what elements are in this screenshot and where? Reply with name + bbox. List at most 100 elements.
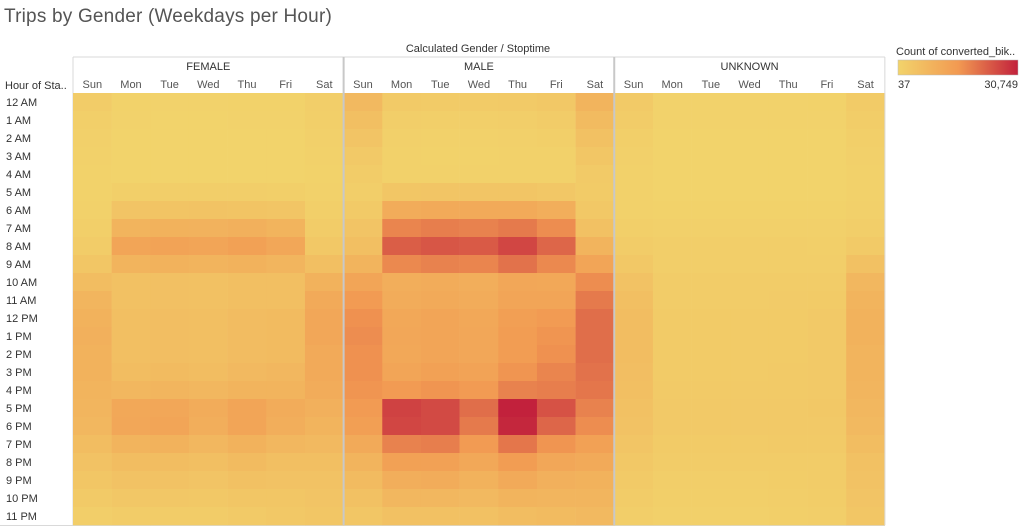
heatmap-cell (730, 309, 770, 328)
heatmap-cell (691, 201, 731, 220)
day-label: Mon (662, 79, 683, 91)
heatmap-cell (188, 345, 228, 364)
heatmap-cell (807, 237, 847, 256)
heatmap-cell (266, 435, 306, 454)
heatmap-cell (382, 399, 422, 418)
heatmap-cell (420, 273, 460, 292)
heatmap-cell (691, 453, 731, 472)
heatmap-cell (266, 471, 306, 490)
heatmap-cell (730, 255, 770, 274)
legend-title: Count of converted_bik.. (896, 46, 1015, 58)
heatmap-cell (652, 219, 692, 238)
heatmap-cell (768, 309, 808, 328)
heatmap-cell (768, 165, 808, 184)
heatmap-cell (343, 489, 383, 508)
heatmap-cell (575, 507, 615, 526)
day-label: Wed (197, 79, 219, 91)
heatmap-cell (304, 237, 344, 256)
heatmap-cell (420, 453, 460, 472)
heatmap-cell (73, 363, 112, 382)
heatmap-cell (73, 201, 112, 220)
hour-label: 4 AM (6, 169, 31, 181)
heatmap-cell (266, 129, 306, 148)
heatmap-cell (498, 471, 538, 490)
heatmap-cell (188, 201, 228, 220)
heatmap-cell (498, 381, 538, 400)
heatmap-cell (575, 399, 615, 418)
day-label: Sat (587, 79, 604, 91)
heatmap-cell (536, 309, 576, 328)
heatmap-cell (730, 471, 770, 490)
legend-min-label: 37 (898, 79, 910, 91)
heatmap-cell (266, 381, 306, 400)
heatmap-cell (575, 183, 615, 202)
heatmap-cell (730, 201, 770, 220)
hour-label: 6 AM (6, 205, 31, 217)
heatmap-cell (343, 471, 383, 490)
heatmap-cell (691, 129, 731, 148)
heatmap-cell (498, 291, 538, 310)
heatmap-cell (536, 507, 576, 526)
heatmap-cell (807, 417, 847, 436)
heatmap-cell (498, 165, 538, 184)
heatmap-cell (304, 219, 344, 238)
heatmap-cell (730, 453, 770, 472)
heatmap-cell (382, 201, 422, 220)
heatmap-cell (459, 255, 499, 274)
heatmap-cell (536, 237, 576, 256)
day-label: Wed (468, 79, 490, 91)
heatmap-cell (730, 291, 770, 310)
heatmap-cell (768, 93, 808, 112)
heatmap-cell (150, 435, 190, 454)
heatmap-cell (343, 417, 383, 436)
heatmap-cell (575, 201, 615, 220)
heatmap-cell (304, 381, 344, 400)
heatmap-cell (691, 471, 731, 490)
heatmap-cell (768, 489, 808, 508)
heatmap-cell (652, 381, 692, 400)
heatmap-cell (227, 345, 267, 364)
day-labels: Sun Mon Tue Wed Thu Fri Sat Sun Mon Tue Wed Thu Fri S… (83, 79, 874, 91)
heatmap-cell (420, 327, 460, 346)
heatmap-cell (575, 165, 615, 184)
heatmap-cell (150, 381, 190, 400)
legend-color-ramp (897, 59, 1019, 76)
heatmap-cell (420, 93, 460, 112)
heatmap-cell (304, 255, 344, 274)
heatmap-cell (227, 111, 267, 130)
heatmap-cell (536, 93, 576, 112)
heatmap-cell (807, 363, 847, 382)
heatmap-cell (73, 471, 112, 490)
heatmap-cell (343, 183, 383, 202)
heatmap-cell (266, 93, 306, 112)
heatmap-cell (498, 435, 538, 454)
heatmap-cell (111, 327, 151, 346)
heatmap-cell (73, 417, 112, 436)
heatmap-cell (575, 363, 615, 382)
heatmap-cell (188, 255, 228, 274)
heatmap-cell (188, 327, 228, 346)
heatmap-cell (73, 435, 112, 454)
heatmap-cell (691, 291, 731, 310)
heatmap-cell (459, 363, 499, 382)
heatmap-cell (807, 291, 847, 310)
heatmap-cell (846, 129, 886, 148)
heatmap-cell (227, 129, 267, 148)
heatmap-cell (498, 507, 538, 526)
heatmap-cell (691, 507, 731, 526)
heatmap-cell (150, 111, 190, 130)
heatmap-cell (459, 453, 499, 472)
heatmap-cell (150, 417, 190, 436)
heatmap-cell (266, 489, 306, 508)
heatmap-cell (266, 237, 306, 256)
heatmap-cell (730, 111, 770, 130)
heatmap-cell (536, 471, 576, 490)
heatmap-cell (111, 507, 151, 526)
heatmap-cell (807, 93, 847, 112)
heatmap-cell (575, 453, 615, 472)
heatmap-cell (266, 507, 306, 526)
heatmap-cell (382, 183, 422, 202)
heatmap-cell (807, 453, 847, 472)
hour-label: 10 PM (6, 493, 38, 505)
